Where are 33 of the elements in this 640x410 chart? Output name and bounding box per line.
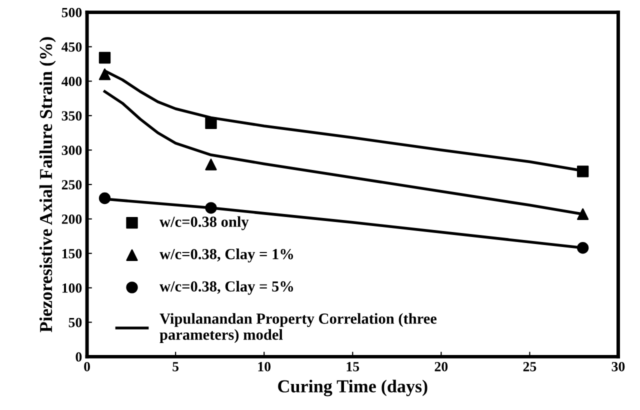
y-tick-label: 50 (68, 318, 82, 328)
y-tick-label: 200 (62, 214, 82, 224)
point (576, 242, 589, 254)
x-tick-label: 5 (172, 362, 179, 372)
point (98, 52, 111, 64)
legend-label: w/c=0.38 only (160, 216, 249, 230)
y-tick-label: 250 (62, 180, 82, 190)
legend-label: Vipulanandan Property Correlation (three parameters) model (160, 313, 437, 343)
point (205, 117, 217, 130)
y-axis-title: Piezoresistive Axial Failure Strain (%) (39, 37, 56, 332)
y-tick-label: 450 (62, 42, 82, 52)
x-tick-label: 0 (84, 362, 90, 372)
legend-label: w/c=0.38, Clay = 1% (160, 248, 294, 262)
point (98, 192, 111, 204)
legend-label: w/c=0.38, Clay = 5% (160, 280, 294, 295)
point (205, 202, 217, 214)
point (576, 166, 589, 178)
y-tick-label: 500 (62, 8, 82, 18)
point (98, 68, 111, 80)
x-axis-title: Curing Time (days) (278, 380, 428, 396)
y-tick-label: 100 (62, 283, 82, 293)
y-tick-label: 350 (62, 111, 82, 121)
y-tick-label: 400 (62, 76, 82, 86)
y-tick-label: 300 (62, 146, 82, 156)
y-tick-label: 0 (76, 352, 82, 362)
x-tick-label: 30 (612, 362, 625, 372)
point (205, 158, 217, 170)
x-tick-label: 20 (434, 362, 448, 372)
y-tick-label: 150 (62, 248, 82, 258)
x-tick-label: 10 (258, 362, 271, 372)
x-tick-label: 15 (346, 362, 360, 372)
x-tick-label: 25 (523, 362, 536, 372)
point (576, 208, 589, 220)
